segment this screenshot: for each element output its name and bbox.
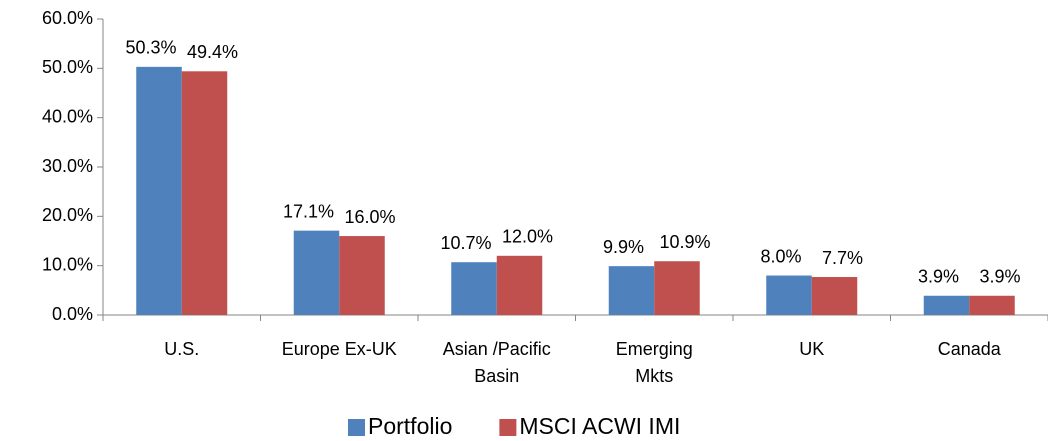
bar <box>811 277 858 315</box>
y-tick-label: 30.0% <box>42 156 93 176</box>
data-label: 3.9% <box>918 267 959 287</box>
bar <box>451 262 497 315</box>
data-label: 12.0% <box>502 227 553 247</box>
y-tick-label: 60.0% <box>42 8 93 28</box>
x-tick-label: Emerging Mkts <box>616 339 693 386</box>
data-label: 8.0% <box>760 246 801 266</box>
bar <box>136 66 182 315</box>
x-tick-label: Canada <box>938 339 1002 359</box>
legend-label: Portfolio <box>368 413 452 439</box>
data-label: 49.4% <box>187 42 238 62</box>
legend: Portfolio MSCI ACWI IMI <box>348 413 680 439</box>
data-label: 16.0% <box>344 207 395 227</box>
data-label: 10.7% <box>440 233 491 253</box>
data-label: 17.1% <box>283 201 334 221</box>
data-label: 9.9% <box>603 237 644 257</box>
y-tick-label: 40.0% <box>42 106 93 126</box>
data-label: 7.7% <box>822 248 863 268</box>
y-tick-label: 10.0% <box>42 254 93 274</box>
bar <box>654 261 700 315</box>
y-tick-label: 20.0% <box>42 205 93 225</box>
bar <box>293 230 340 315</box>
x-tick-label-line: Emerging <box>616 339 693 359</box>
legend-swatch <box>499 419 517 436</box>
x-tick-label: Europe Ex-UK <box>282 339 397 359</box>
bar <box>923 295 970 315</box>
bar <box>496 255 543 315</box>
x-tick-label-line: Asian /Pacific <box>443 339 551 359</box>
y-tick-label: 50.0% <box>42 57 93 77</box>
data-label: 3.9% <box>979 267 1020 287</box>
x-tick-label-line: Mkts <box>635 366 673 386</box>
x-tick-label: Asian /Pacific Basin <box>443 339 551 386</box>
y-tick-label: 0.0% <box>52 304 93 324</box>
bar <box>969 295 1015 315</box>
data-label: 50.3% <box>125 38 176 58</box>
bar <box>608 266 655 315</box>
data-label: 10.9% <box>659 232 710 252</box>
x-tick-label: UK <box>799 339 824 359</box>
legend-label: MSCI ACWI IMI <box>519 413 680 439</box>
bar <box>181 71 228 315</box>
x-tick-label-line: Basin <box>474 366 519 386</box>
legend-swatch <box>348 419 365 436</box>
x-tick-label: U.S. <box>164 339 199 359</box>
bar <box>339 236 385 315</box>
bar <box>766 275 812 315</box>
